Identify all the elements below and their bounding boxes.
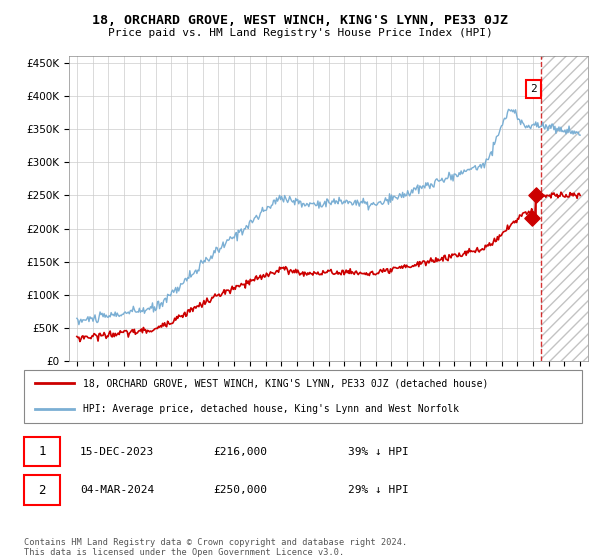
Text: £250,000: £250,000	[214, 485, 268, 495]
Text: HPI: Average price, detached house, King's Lynn and West Norfolk: HPI: Average price, detached house, King…	[83, 404, 458, 414]
Point	[531, 191, 541, 200]
Text: 18, ORCHARD GROVE, WEST WINCH, KING'S LYNN, PE33 0JZ: 18, ORCHARD GROVE, WEST WINCH, KING'S LY…	[92, 14, 508, 27]
FancyBboxPatch shape	[24, 475, 60, 505]
Text: 04-MAR-2024: 04-MAR-2024	[80, 485, 154, 495]
Bar	[541, 56, 588, 361]
FancyBboxPatch shape	[24, 370, 582, 423]
Text: 1: 1	[38, 445, 46, 458]
Text: 2: 2	[530, 84, 536, 94]
FancyBboxPatch shape	[24, 437, 60, 466]
Text: £216,000: £216,000	[214, 446, 268, 456]
Text: 2: 2	[38, 483, 46, 497]
Text: 29% ↓ HPI: 29% ↓ HPI	[347, 485, 409, 495]
Text: 18, ORCHARD GROVE, WEST WINCH, KING'S LYNN, PE33 0JZ (detached house): 18, ORCHARD GROVE, WEST WINCH, KING'S LY…	[83, 379, 488, 389]
Text: Contains HM Land Registry data © Crown copyright and database right 2024.
This d: Contains HM Land Registry data © Crown c…	[24, 538, 407, 557]
Bar	[541, 56, 588, 361]
Text: Price paid vs. HM Land Registry's House Price Index (HPI): Price paid vs. HM Land Registry's House …	[107, 28, 493, 38]
Point	[527, 213, 537, 222]
Text: 15-DEC-2023: 15-DEC-2023	[80, 446, 154, 456]
Text: 39% ↓ HPI: 39% ↓ HPI	[347, 446, 409, 456]
